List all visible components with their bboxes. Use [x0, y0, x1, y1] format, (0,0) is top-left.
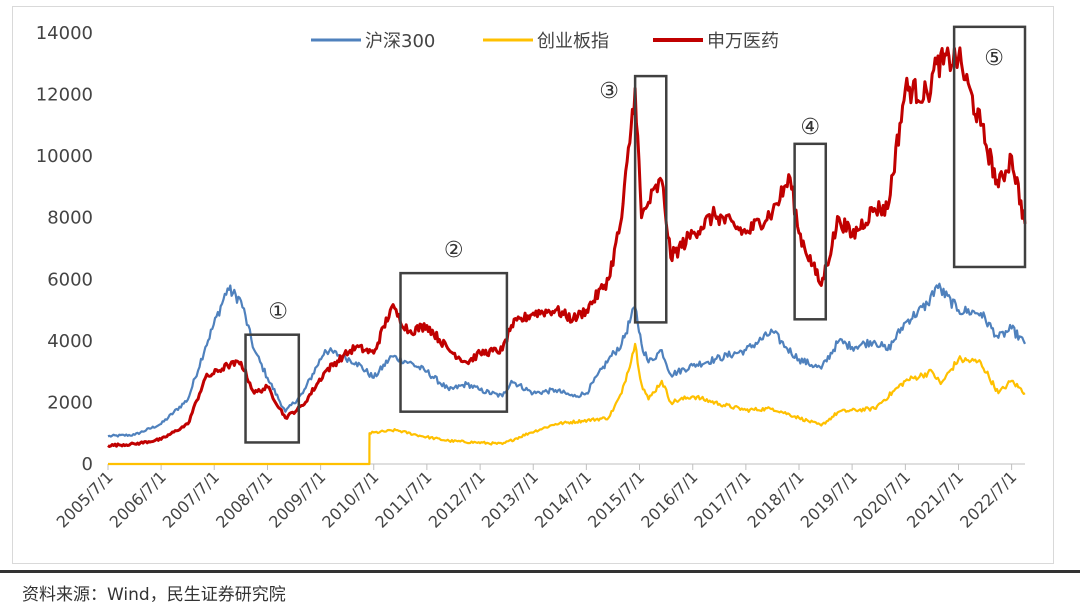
bottom-rule: [0, 570, 1080, 573]
x-tick-label: 2007/7/1: [159, 467, 223, 531]
annotation-label-4: ④: [800, 115, 820, 140]
x-tick-label: 2017/7/1: [690, 467, 754, 531]
annotation-box-5: [952, 25, 1027, 269]
annotation-label-1: ①: [268, 300, 288, 325]
x-tick-label: 2022/7/1: [956, 467, 1020, 531]
x-tick-label: 2021/7/1: [903, 467, 967, 531]
series-line-3: [107, 46, 1027, 448]
annotation-box-1: [244, 333, 301, 444]
x-tick-label: 2020/7/1: [850, 467, 914, 531]
series-line-2: [108, 342, 1026, 466]
annotation-box-4: [793, 142, 828, 321]
axis-layer: 0 2000 4000 6000 8000 10000 12000 14000 2005/7/1…: [36, 23, 1025, 532]
series-line-1: [107, 282, 1026, 438]
x-tick-label: 2013/7/1: [478, 467, 542, 531]
x-tick-label: 2005/7/1: [53, 467, 117, 531]
chart-svg: 0 2000 4000 6000 8000 10000 12000 14000 2005/7/1…: [36, 23, 1027, 532]
x-tick-label: 2011/7/1: [371, 467, 435, 531]
y-tick-label: 14000: [36, 23, 93, 44]
annotation-label-3: ③: [599, 79, 619, 104]
x-tick-label: 2008/7/1: [212, 467, 276, 531]
y-tick-label: 10000: [36, 146, 93, 167]
x-tick-label: 2012/7/1: [425, 467, 489, 531]
legend: 沪深300 创业板指 申万医药: [311, 31, 779, 52]
legend-label-2: 创业板指: [537, 31, 609, 52]
x-tick-label: 2016/7/1: [637, 467, 701, 531]
annotation-label-2: ②: [444, 238, 464, 263]
x-tick-label: 2010/7/1: [318, 467, 382, 531]
x-tick-label: 2018/7/1: [744, 467, 808, 531]
y-tick-label: 12000: [36, 85, 93, 106]
annotation-label-5: ⑤: [984, 46, 1004, 71]
x-tick-label: 2006/7/1: [106, 467, 170, 531]
x-tick-label: 2014/7/1: [531, 467, 595, 531]
box-layer: ① ② ③ ④ ⑤: [244, 25, 1027, 444]
y-tick-label: 0: [82, 454, 93, 475]
y-tick-label: 4000: [47, 331, 93, 352]
legend-label-3: 申万医药: [707, 31, 779, 52]
y-tick-label: 2000: [47, 392, 93, 413]
source-note: 资料来源：Wind，民生证券研究院: [22, 585, 286, 605]
legend-label-1: 沪深300: [365, 31, 435, 52]
y-tick-label: 6000: [47, 269, 93, 290]
chart-frame: 0 2000 4000 6000 8000 10000 12000 14000 2005/7/1…: [12, 6, 1054, 564]
series-layer: [107, 46, 1027, 466]
x-tick-label: 2015/7/1: [584, 467, 648, 531]
x-tick-label: 2009/7/1: [265, 467, 329, 531]
annotation-box-3: [633, 74, 668, 324]
x-tick-label: 2019/7/1: [797, 467, 861, 531]
annotation-box-2: [399, 271, 509, 413]
y-tick-label: 8000: [47, 208, 93, 229]
